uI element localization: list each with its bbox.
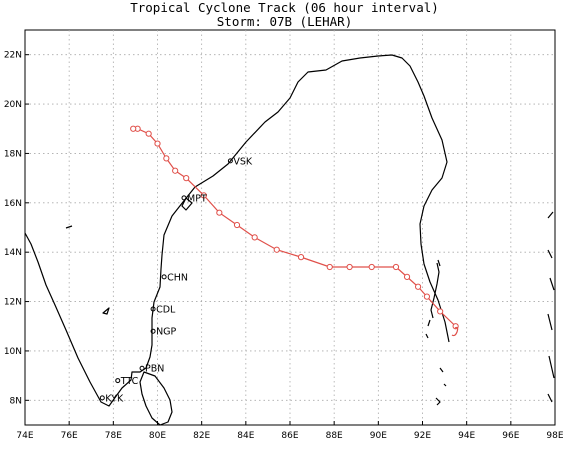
lon-tick-label: 98E	[546, 431, 563, 441]
city-label: KYK	[105, 393, 124, 404]
lon-tick-label: 94E	[458, 431, 475, 441]
lat-tick-label: 20N	[4, 100, 22, 110]
coastline-delta	[181, 197, 193, 211]
track-path	[133, 128, 457, 327]
coastline-nicobar-islands	[425, 333, 447, 406]
lon-tick-label: 74E	[16, 431, 33, 441]
track-point	[326, 263, 333, 271]
city-label: TTC	[120, 376, 139, 387]
track-point	[251, 234, 258, 241]
longitude-tick-labels: 74E 76E 78E 80E 82E 84E 86E 88E 90E 92E 94E 96E 98E	[16, 431, 563, 441]
track-point	[392, 263, 400, 271]
track-point	[273, 246, 280, 253]
city-marker-icon	[150, 328, 156, 334]
city-markers: VSK MPT CHN CDL NGP PBN TTC KYK	[99, 156, 253, 404]
city-label: CDL	[156, 304, 176, 315]
map-title: Tropical Cyclone Track (06 hour interval…	[130, 0, 439, 15]
coastline-eastern-islands	[547, 211, 555, 403]
track-point	[154, 140, 161, 147]
lon-tick-label: 92E	[414, 431, 431, 441]
cyclone-track-points	[130, 125, 459, 330]
lat-tick-label: 10N	[4, 347, 22, 357]
track-point	[183, 175, 190, 182]
coastline-sri-lanka	[139, 371, 173, 426]
track-point	[233, 221, 241, 229]
lon-tick-label: 78E	[105, 431, 122, 441]
map-subtitle: Storm: 07B (LEHAR)	[216, 14, 353, 29]
city-marker-icon	[139, 365, 145, 371]
coastline-small-island	[65, 225, 110, 315]
lon-tick-label: 76E	[61, 431, 78, 441]
track-point	[145, 130, 152, 137]
lat-tick-label: 16N	[4, 199, 22, 209]
lon-tick-label: 84E	[237, 431, 254, 441]
map-grid	[24, 30, 556, 425]
city-marker-icon	[161, 274, 167, 280]
lat-tick-label: 18N	[4, 149, 22, 159]
coastline-andaman-islands	[427, 259, 441, 327]
lon-tick-label: 88E	[326, 431, 343, 441]
lat-tick-label: 8N	[10, 396, 22, 406]
city-marker-icon	[181, 195, 187, 201]
city-label: CHN	[167, 272, 188, 283]
lon-tick-label: 96E	[502, 431, 519, 441]
track-point	[437, 308, 444, 315]
track-point	[163, 155, 170, 162]
city-label: PBN	[145, 364, 164, 375]
city-label: NGP	[156, 327, 176, 338]
track-point	[297, 254, 305, 261]
lon-tick-label: 90E	[370, 431, 387, 441]
lon-tick-label: 86E	[281, 431, 298, 441]
city-marker-icon	[150, 306, 156, 312]
city-marker-icon	[99, 395, 105, 401]
city-marker-icon	[115, 378, 121, 384]
city-marker-icon	[227, 158, 233, 164]
coastline-mainland	[24, 54, 450, 407]
track-point	[200, 192, 207, 199]
lat-tick-label: 14N	[4, 248, 22, 258]
track-point	[368, 263, 375, 271]
track-point	[423, 293, 431, 300]
cyclone-symbol-icon	[451, 326, 459, 337]
track-point	[216, 209, 223, 216]
coastline	[24, 54, 555, 426]
lat-tick-label: 12N	[4, 298, 22, 308]
track-point	[172, 167, 179, 174]
city-label: VSK	[233, 156, 253, 167]
track-point	[346, 263, 353, 271]
city-label: MPT	[187, 193, 207, 204]
track-point	[403, 273, 411, 280]
track-point	[414, 283, 422, 290]
latitude-tick-labels: 8N 10N 12N 14N 16N 18N 20N 22N	[4, 51, 22, 407]
cyclone-track-line	[133, 128, 457, 327]
lat-tick-label: 22N	[4, 51, 22, 61]
lon-tick-label: 80E	[149, 431, 166, 441]
lon-tick-label: 82E	[193, 431, 210, 441]
track-point	[130, 125, 137, 132]
